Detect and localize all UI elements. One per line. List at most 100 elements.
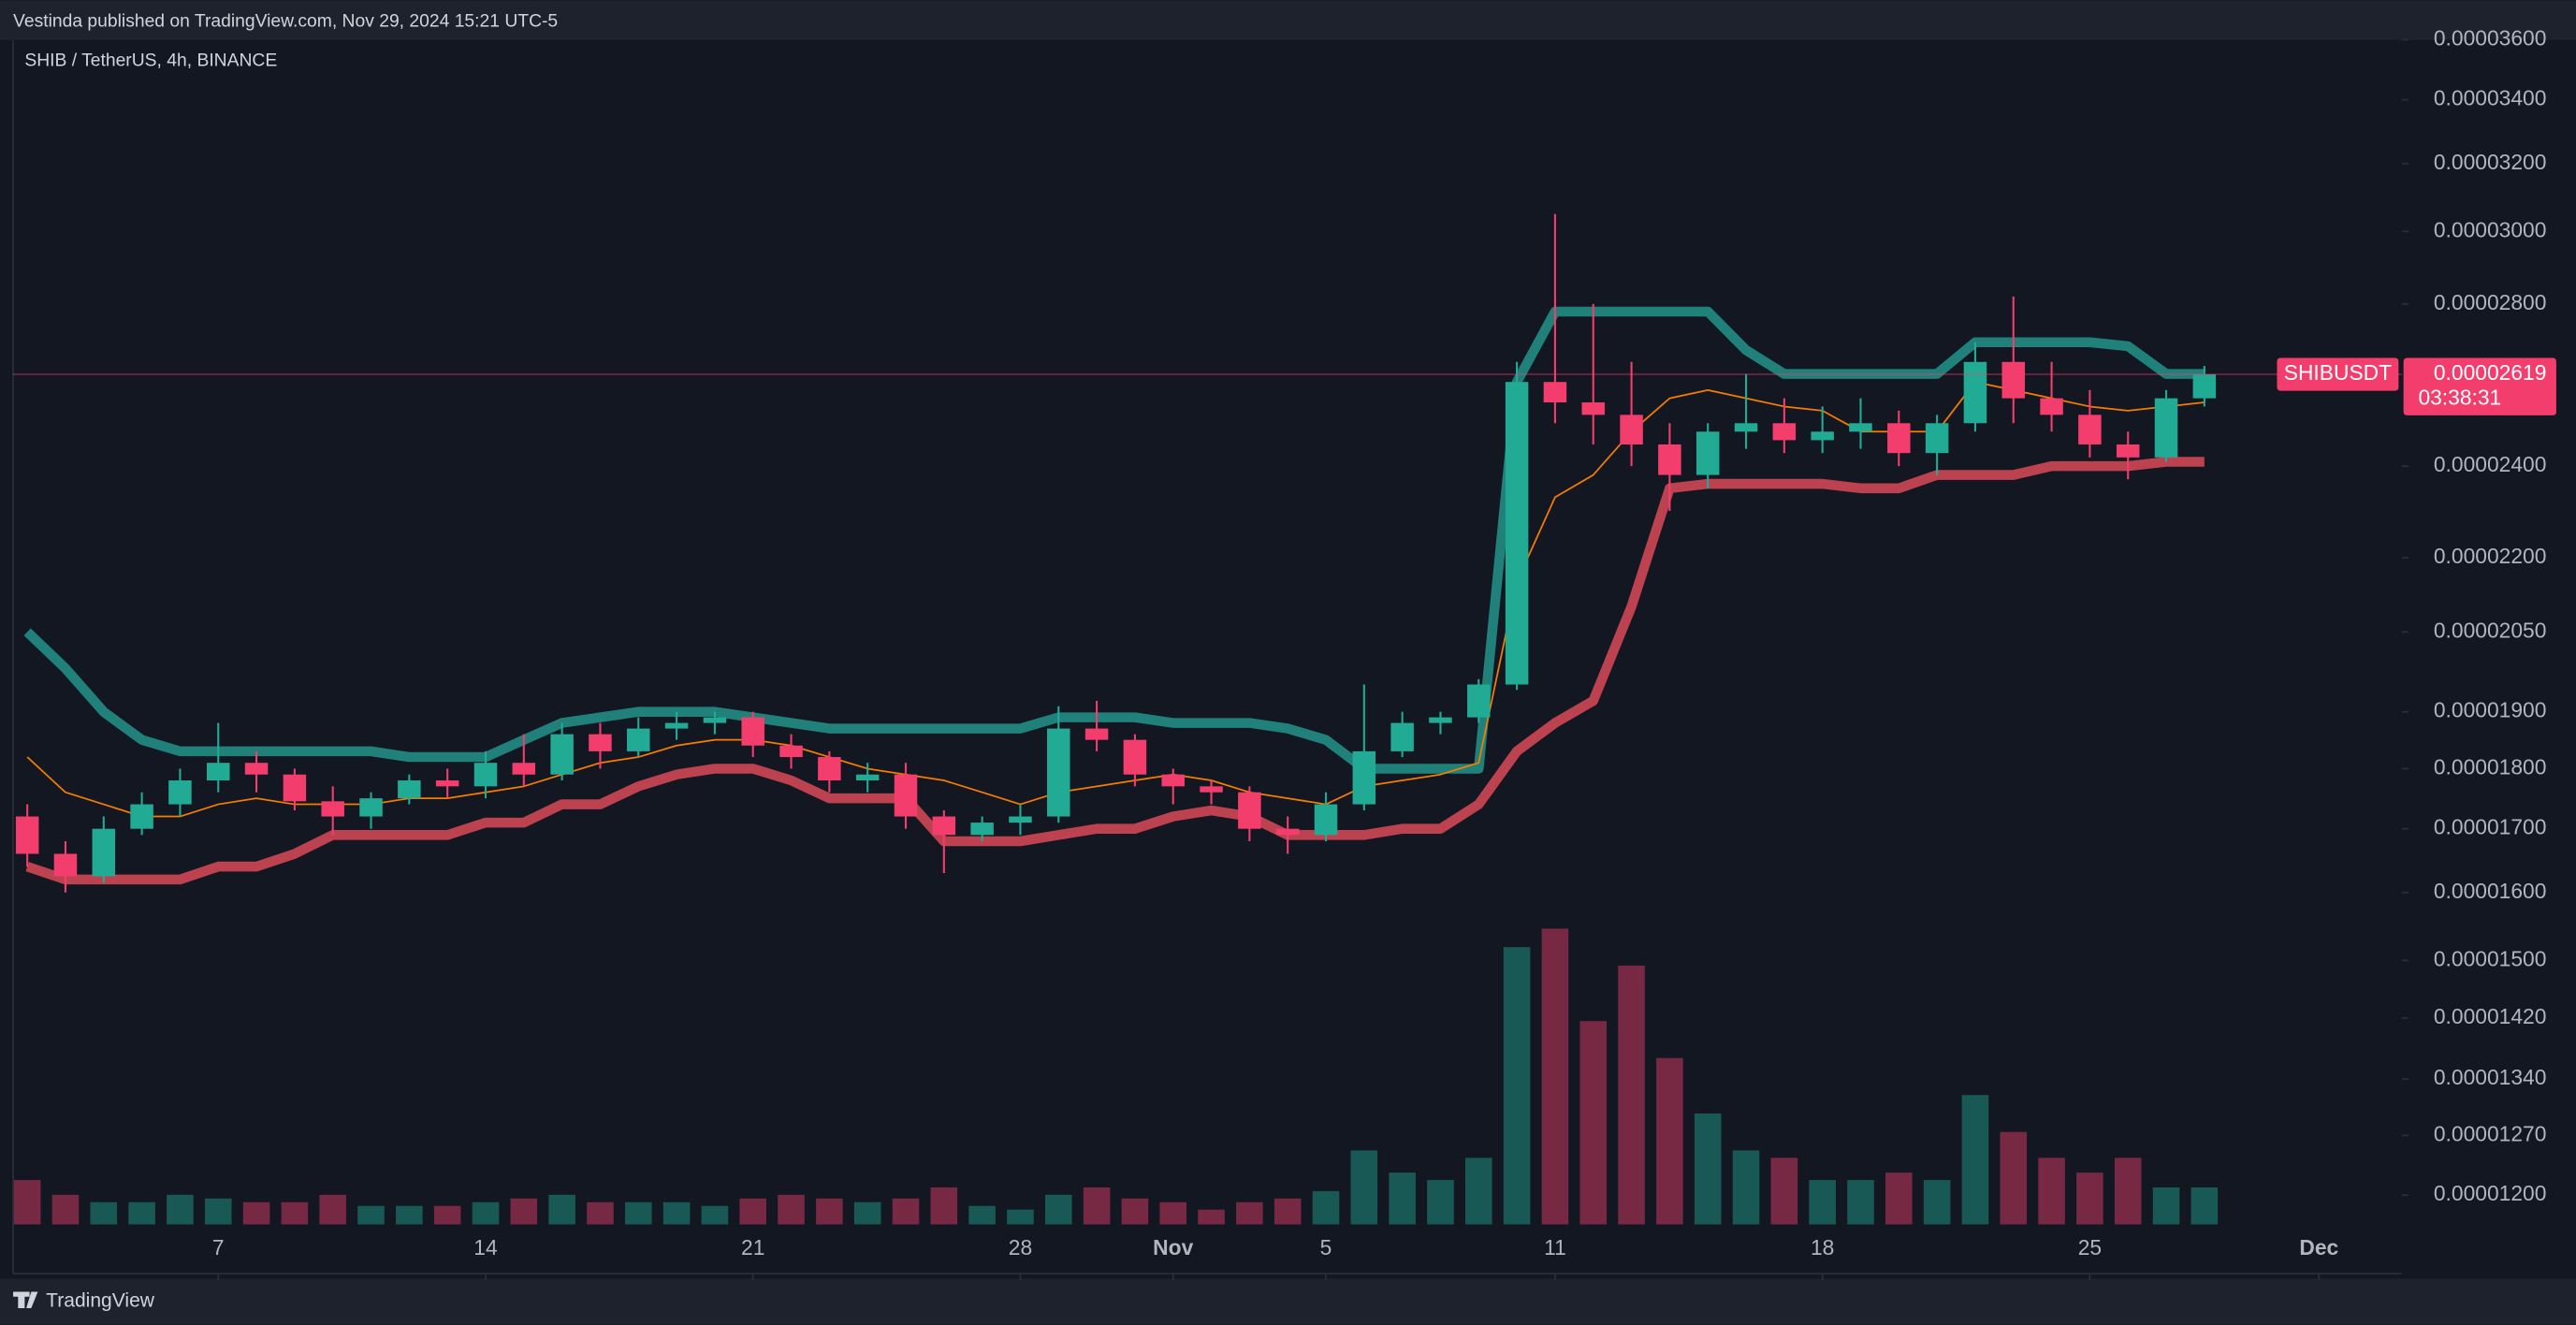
candle-body (550, 734, 574, 775)
volume-bar (2038, 1158, 2065, 1225)
volume-bar (1770, 1158, 1798, 1225)
y-tick-label: 0.00002400 (2434, 452, 2547, 476)
volume-bar (1541, 928, 1569, 1225)
candle-body (664, 722, 689, 729)
volume-bar (1503, 947, 1531, 1225)
candle-body (1581, 402, 1605, 415)
y-tick-label: 0.00001200 (2434, 1181, 2547, 1205)
candle-body (473, 763, 498, 787)
candle-body (2040, 398, 2063, 415)
candle-body (1811, 431, 1834, 441)
y-tick-label: 0.00003600 (2434, 26, 2547, 51)
y-tick-label: 0.00002050 (2434, 618, 2547, 642)
y-tick-label: 0.00001900 (2434, 698, 2547, 722)
candle-body (1009, 816, 1032, 823)
volume-bar (1579, 1021, 1608, 1225)
volume-bar (13, 1180, 41, 1225)
volume-bar (968, 1205, 996, 1225)
symbol-title: SHIB / TetherUS, 4h, BINANCE (24, 51, 277, 70)
volume-bar (930, 1187, 958, 1225)
candle-body (1505, 382, 1529, 685)
volume-bar (128, 1201, 155, 1225)
candle-body (970, 823, 994, 836)
volume-bar (1159, 1201, 1187, 1225)
x-tick-label: 28 (1009, 1235, 1032, 1259)
candle-body (435, 780, 459, 787)
candle-body (283, 774, 307, 802)
volume-bar (51, 1194, 80, 1225)
price-tag: 0.00002619 (2434, 360, 2547, 385)
volume-bar (472, 1201, 500, 1225)
volume-bar (2076, 1172, 2103, 1225)
candle-body (2192, 374, 2217, 399)
volume-bar (1044, 1194, 1072, 1225)
volume-bar (1656, 1057, 1683, 1225)
candle-body (1620, 415, 1643, 444)
volume-bar (624, 1201, 652, 1225)
volume-bar (167, 1194, 194, 1225)
volume-bar (1083, 1187, 1111, 1225)
y-tick-label: 0.00001600 (2434, 879, 2547, 903)
symbol-tag: SHIBUSDT (2284, 360, 2392, 385)
candle-body (1123, 739, 1147, 775)
candle-body (15, 816, 39, 854)
y-tick-label: 0.00001420 (2434, 1004, 2547, 1028)
plot (13, 213, 2402, 1225)
candle-body (779, 745, 803, 758)
candle-body (207, 763, 230, 781)
candle-body (1275, 828, 1300, 836)
volume-bar (1273, 1198, 1302, 1225)
volume-bar (701, 1205, 729, 1225)
volume-bar (1961, 1095, 1989, 1225)
volume-bar (1007, 1209, 1034, 1225)
x-tick-label: 7 (212, 1235, 225, 1259)
volume-bar (853, 1201, 881, 1225)
volume-bar (1809, 1180, 1836, 1225)
volume-bar (1923, 1180, 1951, 1225)
y-tick-label: 0.00001700 (2434, 815, 2547, 839)
volume-bar (1885, 1172, 1913, 1225)
candle-body (1849, 423, 1872, 432)
volume-bar (548, 1194, 575, 1225)
volume-bar (2000, 1131, 2028, 1225)
candle-body (1161, 774, 1185, 787)
volume-bar (778, 1194, 805, 1225)
candle-body (1238, 792, 1261, 829)
candle-body (2116, 444, 2140, 458)
candle-body (818, 757, 841, 781)
volume-bar (90, 1201, 118, 1225)
brand-logo (13, 1291, 38, 1309)
candle-body (1925, 423, 1949, 454)
y-tick-label: 0.00002800 (2434, 290, 2547, 314)
candle-body (321, 801, 344, 817)
y-tick-label: 0.00001270 (2434, 1121, 2547, 1145)
candle-body (1047, 728, 1070, 817)
candle-body (703, 717, 727, 723)
candle-body (359, 798, 383, 817)
candle-body (741, 717, 764, 746)
candle-body (1543, 382, 1567, 403)
candle-body (932, 816, 956, 836)
indicator-line (25, 457, 2205, 885)
candle-body (1658, 444, 1681, 475)
y-tick-label: 0.00001500 (2434, 946, 2547, 970)
candle-body (168, 780, 192, 805)
volume-bar (1350, 1150, 1378, 1225)
volume-bar (1464, 1158, 1492, 1225)
candle-body (1887, 423, 1911, 454)
volume-bar (816, 1198, 843, 1225)
volume-bar (739, 1198, 767, 1225)
volume-bar (1427, 1180, 1454, 1225)
volume-bar (2190, 1187, 2219, 1225)
candle-body (1429, 717, 1452, 723)
candle-body (1696, 431, 1720, 475)
candle-body (512, 763, 536, 775)
candle-body (2001, 361, 2026, 399)
volume-bar (1121, 1198, 1149, 1225)
candle-body (1467, 684, 1491, 718)
volume-bar (1312, 1190, 1340, 1225)
candle-body (2154, 398, 2178, 458)
x-tick-label: 14 (473, 1235, 498, 1259)
